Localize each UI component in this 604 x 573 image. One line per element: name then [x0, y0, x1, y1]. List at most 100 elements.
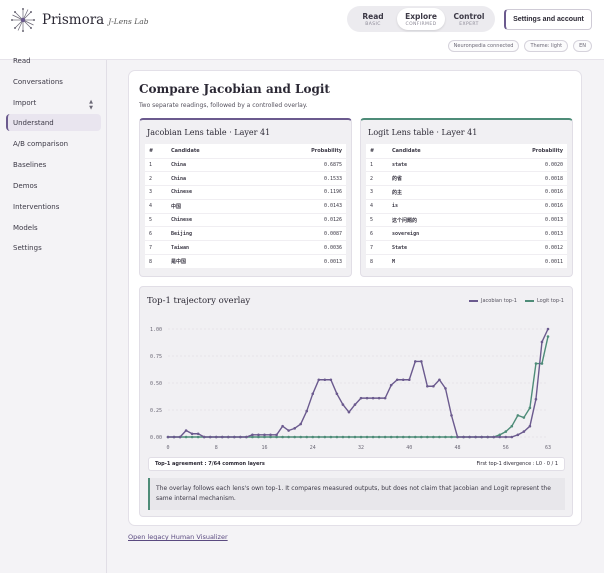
data-point-logit[interactable] [401, 435, 405, 439]
data-point-jacobian[interactable] [426, 384, 429, 388]
data-point-jacobian[interactable] [196, 432, 200, 436]
data-point-logit[interactable] [498, 433, 502, 437]
data-point-jacobian[interactable] [251, 433, 254, 437]
data-point-logit[interactable] [359, 435, 363, 439]
data-point-jacobian[interactable] [293, 427, 296, 430]
data-point-jacobian[interactable] [444, 387, 447, 390]
sidebar-item-models[interactable]: Models [6, 219, 101, 236]
data-point-jacobian[interactable] [401, 378, 405, 382]
data-point-jacobian[interactable] [395, 378, 399, 382]
data-point-jacobian[interactable] [456, 435, 459, 439]
data-point-jacobian[interactable] [190, 432, 194, 436]
data-point-jacobian[interactable] [510, 435, 514, 439]
data-point-jacobian[interactable] [540, 340, 544, 344]
data-point-jacobian[interactable] [389, 383, 393, 387]
data-point-jacobian[interactable] [311, 392, 315, 396]
data-point-logit[interactable] [305, 435, 309, 439]
sidebar-item-ab-comparison[interactable]: A/B comparison [6, 135, 101, 152]
data-point-jacobian[interactable] [317, 378, 321, 382]
data-point-logit[interactable] [395, 435, 399, 439]
data-point-logit[interactable] [444, 435, 447, 439]
data-point-logit[interactable] [377, 435, 381, 439]
data-point-jacobian[interactable] [450, 414, 453, 417]
data-point-jacobian[interactable] [462, 435, 465, 439]
sidebar-item-conversations[interactable]: Conversations [6, 73, 101, 90]
data-point-jacobian[interactable] [486, 435, 489, 439]
legend-item-logit[interactable]: Logit top-1 [524, 298, 564, 304]
mode-control[interactable]: Control EXPERT [445, 8, 493, 30]
data-point-logit[interactable] [528, 406, 532, 410]
data-point-jacobian[interactable] [263, 433, 266, 437]
theme-chip[interactable]: Theme: light [524, 40, 569, 52]
data-point-jacobian[interactable] [281, 424, 284, 428]
data-point-logit[interactable] [317, 435, 321, 439]
data-point-jacobian[interactable] [172, 435, 176, 439]
data-point-logit[interactable] [335, 435, 339, 439]
data-point-jacobian[interactable] [498, 435, 502, 439]
data-point-jacobian[interactable] [432, 384, 435, 388]
data-point-jacobian[interactable] [275, 433, 278, 437]
data-point-logit[interactable] [365, 435, 369, 439]
data-point-jacobian[interactable] [347, 410, 351, 414]
data-point-logit[interactable] [269, 435, 272, 439]
data-point-logit[interactable] [251, 435, 254, 439]
data-point-jacobian[interactable] [371, 396, 375, 400]
data-point-logit[interactable] [432, 435, 435, 439]
data-point-logit[interactable] [196, 435, 200, 439]
data-point-logit[interactable] [287, 435, 290, 439]
data-point-jacobian[interactable] [383, 396, 387, 400]
data-point-jacobian[interactable] [323, 378, 327, 382]
legacy-visualizer-link[interactable]: Open legacy Human Visualizer [128, 533, 228, 541]
data-point-jacobian[interactable] [353, 403, 357, 406]
data-point-jacobian[interactable] [184, 429, 188, 432]
logo[interactable]: Prismora J-Lens Lab [10, 7, 149, 33]
data-point-logit[interactable] [534, 362, 538, 365]
data-point-jacobian[interactable] [420, 360, 423, 363]
data-point-logit[interactable] [347, 435, 351, 439]
sidebar-item-demos[interactable]: Demos [6, 177, 101, 194]
data-point-jacobian[interactable] [269, 433, 272, 437]
data-point-jacobian[interactable] [341, 403, 345, 406]
sidebar-item-read[interactable]: Read [6, 52, 101, 69]
data-point-jacobian[interactable] [166, 435, 170, 439]
sidebar-item-baselines[interactable]: Baselines [6, 156, 101, 173]
data-point-logit[interactable] [281, 435, 284, 439]
data-point-jacobian[interactable] [208, 435, 212, 439]
data-point-jacobian[interactable] [492, 435, 496, 439]
data-point-logit[interactable] [546, 335, 550, 338]
data-point-jacobian[interactable] [335, 392, 339, 396]
data-point-logit[interactable] [323, 435, 327, 439]
data-point-logit[interactable] [407, 435, 411, 439]
data-point-jacobian[interactable] [407, 378, 411, 382]
mode-read[interactable]: Read BASIC [349, 8, 397, 30]
data-point-logit[interactable] [257, 435, 260, 439]
data-point-jacobian[interactable] [438, 378, 441, 382]
sidebar-item-understand[interactable]: Understand [6, 114, 101, 131]
data-point-logit[interactable] [420, 435, 423, 439]
data-point-jacobian[interactable] [546, 327, 550, 331]
sidebar-item-import[interactable]: Import ▲ ▼ [6, 94, 101, 112]
data-point-jacobian[interactable] [377, 396, 381, 400]
mode-explore[interactable]: Explore CONFIRMED [397, 8, 445, 30]
data-point-jacobian[interactable] [178, 435, 182, 439]
data-point-jacobian[interactable] [480, 435, 483, 439]
data-point-logit[interactable] [371, 435, 375, 439]
expand-toggle-icon[interactable]: ▲ ▼ [89, 99, 93, 111]
data-point-jacobian[interactable] [299, 422, 302, 426]
data-point-logit[interactable] [389, 435, 393, 439]
data-point-jacobian[interactable] [233, 435, 236, 439]
language-chip[interactable]: EN [573, 40, 592, 52]
data-point-jacobian[interactable] [516, 433, 520, 437]
data-point-jacobian[interactable] [220, 435, 224, 439]
data-point-logit[interactable] [329, 435, 333, 439]
data-point-jacobian[interactable] [257, 433, 260, 437]
data-point-logit[interactable] [516, 414, 520, 417]
data-point-logit[interactable] [426, 435, 429, 439]
data-point-logit[interactable] [190, 435, 194, 439]
data-point-logit[interactable] [275, 435, 278, 439]
data-point-logit[interactable] [263, 435, 266, 439]
data-point-jacobian[interactable] [239, 435, 242, 439]
data-point-jacobian[interactable] [359, 396, 363, 400]
sidebar-item-settings[interactable]: Settings [6, 239, 101, 256]
data-point-jacobian[interactable] [365, 396, 369, 400]
